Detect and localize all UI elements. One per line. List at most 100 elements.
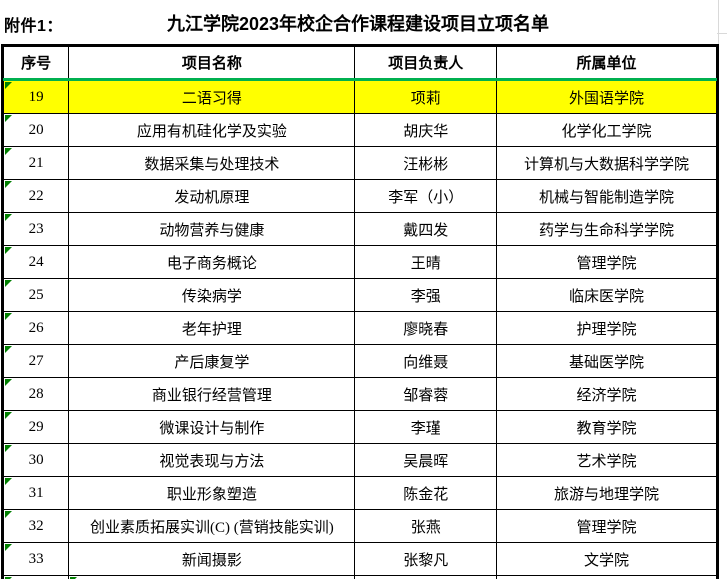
cell-unit[interactable]: 艺术学院 — [496, 443, 717, 477]
cell-leader[interactable]: 张燕 — [354, 509, 498, 543]
cell-unit[interactable]: 计算机与大数据科学学院 — [496, 146, 717, 180]
cell-leader[interactable] — [354, 575, 498, 579]
cell-project-name[interactable]: 二语习得 — [68, 79, 356, 114]
header-unit[interactable]: 所属单位 — [496, 46, 717, 81]
cell-leader[interactable]: 向维聂 — [354, 344, 498, 378]
cell-unit[interactable]: 临床医学院 — [496, 278, 717, 312]
project-leader: 王晴 — [410, 255, 441, 272]
cell-project-name[interactable]: 传染病学 — [68, 278, 356, 312]
project-unit: 管理学院 — [576, 255, 637, 272]
project-leader: 向维聂 — [403, 354, 449, 371]
cell-project-name[interactable]: 视觉表现与方法 — [68, 443, 356, 477]
cell-project-name[interactable]: 微课设计与制作 — [68, 410, 356, 444]
cell-leader[interactable]: 汪彬彬 — [354, 146, 498, 180]
table-body: 19 二语习得 项莉 外国语学院 20 应用有机硅化学及实验 胡庆华 化学化工学… — [2, 79, 717, 576]
project-name: 老年护理 — [181, 321, 242, 338]
project-unit: 计算机与大数据科学学院 — [524, 156, 690, 173]
cell-no[interactable]: 30 — [2, 443, 70, 477]
cell-error-triangle-icon — [5, 445, 12, 452]
cell-unit[interactable]: 外国语学院 — [496, 79, 717, 114]
cell-leader[interactable]: 吴晨晖 — [354, 443, 498, 477]
cell-project-name[interactable]: 新闻摄影 — [68, 542, 356, 576]
project-name: 动物营养与健康 — [159, 222, 265, 239]
cell-unit[interactable]: 管理学院 — [496, 245, 717, 279]
cell-project-name[interactable]: 电子商务概论 — [68, 245, 356, 279]
cell-no[interactable]: 24 — [2, 245, 70, 279]
row-number: 23 — [28, 220, 44, 237]
page-title[interactable]: 九江学院2023年校企合作课程建设项目立项名单 — [167, 14, 550, 34]
cell-unit[interactable]: 护理学院 — [496, 311, 717, 345]
project-name: 创业素质拓展实训(C) (营销技能实训) — [89, 519, 334, 536]
cell-no[interactable]: 23 — [2, 212, 70, 246]
table-row: 30 视觉表现与方法 吴晨晖 艺术学院 — [2, 443, 717, 477]
cell-no[interactable]: 21 — [2, 146, 70, 180]
project-unit: 药学与生命科学学院 — [539, 222, 675, 239]
cell-unit[interactable]: 药学与生命科学学院 — [496, 212, 717, 246]
cell-error-triangle-icon — [5, 379, 12, 386]
header-no[interactable]: 序号 — [2, 46, 70, 81]
row-number: 30 — [28, 451, 44, 468]
cell-project-name[interactable]: 数据采集与处理技术 — [68, 146, 356, 180]
cell-error-triangle-icon — [5, 214, 12, 221]
cell-unit[interactable]: 经济学院 — [496, 377, 717, 411]
cell-project-name[interactable]: 动物营养与健康 — [68, 212, 356, 246]
cell-leader[interactable]: 王晴 — [354, 245, 498, 279]
cell-unit[interactable]: 基础医学院 — [496, 344, 717, 378]
cell-unit[interactable]: 教育学院 — [496, 410, 717, 444]
cell-no[interactable]: 33 — [2, 542, 70, 576]
row-number: 25 — [28, 286, 44, 303]
cell-project-name[interactable]: 创业素质拓展实训(C) (营销技能实训) — [68, 509, 356, 543]
cell-no[interactable]: 22 — [2, 179, 70, 213]
header-project-name[interactable]: 项目名称 — [68, 46, 356, 81]
cell-unit[interactable]: 管理学院 — [496, 509, 717, 543]
cell-project-name[interactable]: 职业形象塑造 — [68, 476, 356, 510]
cell-no[interactable]: 19 — [2, 79, 70, 114]
cell-no[interactable]: 27 — [2, 344, 70, 378]
cell-unit[interactable]: 旅游与地理学院 — [496, 476, 717, 510]
cell-unit[interactable] — [496, 575, 717, 579]
row-number: 24 — [28, 253, 44, 270]
cell-error-triangle-icon — [5, 148, 12, 155]
row-number: 19 — [28, 88, 44, 105]
row-number: 31 — [28, 484, 44, 501]
cell-project-name[interactable]: 商业银行经营管理 — [68, 377, 356, 411]
cell-leader[interactable]: 李瑾 — [354, 410, 498, 444]
cell-leader[interactable]: 廖晓春 — [354, 311, 498, 345]
attachment-label[interactable]: 附件1： — [4, 18, 63, 35]
cell-leader[interactable]: 李强 — [354, 278, 498, 312]
cell-leader[interactable]: 陈金花 — [354, 476, 498, 510]
header-leader[interactable]: 项目负责人 — [354, 46, 498, 81]
project-leader: 陈金花 — [403, 486, 449, 503]
cell-leader[interactable]: 戴四发 — [354, 212, 498, 246]
cell-no[interactable]: 32 — [2, 509, 70, 543]
cell-no[interactable]: 29 — [2, 410, 70, 444]
cell-no[interactable]: 31 — [2, 476, 70, 510]
project-unit: 艺术学院 — [576, 453, 637, 470]
cell-leader[interactable]: 张黎凡 — [354, 542, 498, 576]
cell-project-name[interactable]: 发动机原理 — [68, 179, 356, 213]
cell-leader[interactable]: 项莉 — [354, 79, 498, 114]
cell-leader[interactable]: 邹睿蓉 — [354, 377, 498, 411]
cell-leader[interactable]: 胡庆华 — [354, 113, 498, 147]
cell-unit[interactable]: 化学化工学院 — [496, 113, 717, 147]
project-name: 数据采集与处理技术 — [144, 156, 280, 173]
cell-project-name[interactable] — [68, 575, 356, 579]
cell-no[interactable]: 28 — [2, 377, 70, 411]
project-leader: 张燕 — [410, 519, 441, 536]
cell-project-name[interactable]: 应用有机硅化学及实验 — [68, 113, 356, 147]
cell-no[interactable]: 20 — [2, 113, 70, 147]
project-unit: 化学化工学院 — [561, 123, 652, 140]
cell-unit[interactable]: 文学院 — [496, 542, 717, 576]
cell-no[interactable] — [2, 575, 70, 579]
project-unit: 文学院 — [584, 552, 630, 569]
cell-no[interactable]: 25 — [2, 278, 70, 312]
project-leader: 吴晨晖 — [403, 453, 449, 470]
cell-no[interactable]: 26 — [2, 311, 70, 345]
sheet-gridline-horizontal — [717, 33, 727, 34]
cell-project-name[interactable]: 老年护理 — [68, 311, 356, 345]
cell-leader[interactable]: 李军（小） — [354, 179, 498, 213]
cell-unit[interactable]: 机械与智能制造学院 — [496, 179, 717, 213]
project-name: 职业形象塑造 — [166, 486, 257, 503]
cell-project-name[interactable]: 产后康复学 — [68, 344, 356, 378]
cell-error-triangle-icon — [5, 181, 12, 188]
